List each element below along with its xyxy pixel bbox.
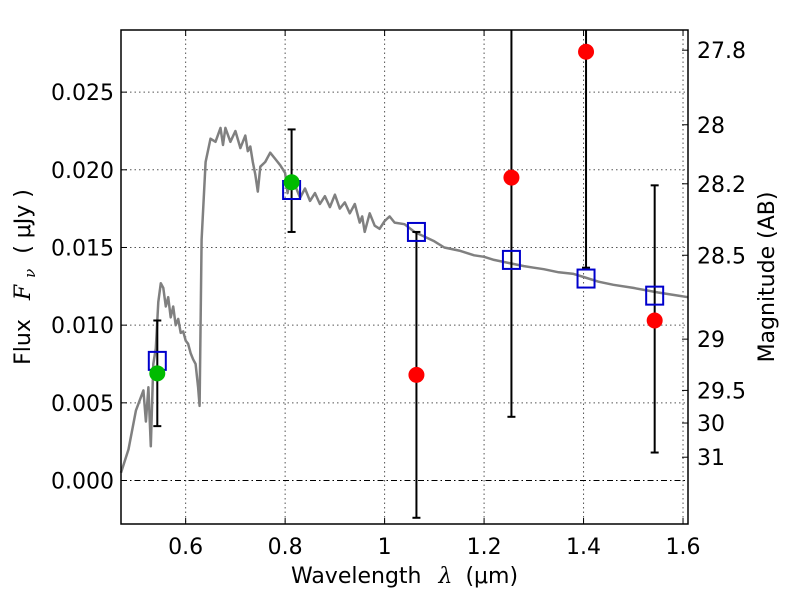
y-tick-label: 0.000 (51, 470, 114, 495)
y-tick-label: 0.005 (51, 392, 114, 417)
y-tick-label: 0.025 (51, 81, 114, 106)
y2-axis-label: Magnitude (AB) (755, 192, 780, 363)
upper-limit-point (646, 312, 663, 329)
upper-limit-point (408, 366, 425, 383)
grid-lines (121, 30, 688, 524)
model-photometry-square (406, 221, 426, 242)
model-photometry-square (645, 285, 665, 306)
y-tick-label: 0.015 (51, 236, 114, 261)
y-axis-label: Flux F ν ( μJy ) (11, 189, 41, 365)
y2-tick-label: 27.8 (697, 39, 746, 64)
x-tick-label: 1 (378, 535, 392, 560)
upper-limit-point (578, 43, 595, 60)
x-tick-label: 0.6 (168, 535, 203, 560)
y2-tick-label: 31 (697, 446, 725, 471)
y-tick-label: 0.010 (51, 314, 114, 339)
x-tick-label: 1.6 (666, 535, 701, 560)
axis-ticks: 0.6 0.8 1 1.2 1.4 1.6 0.000 0.005 0.010 0.015 0.02… (51, 30, 746, 560)
x-axis-label: Wavelength λ (μm) (291, 564, 518, 589)
x-tick-label: 0.8 (268, 535, 303, 560)
y2-tick-label: 28 (697, 114, 725, 139)
model-photometry-square (576, 268, 596, 289)
detection-point (283, 174, 300, 191)
model-photometry-square (501, 249, 521, 270)
y2-tick-label: 29 (697, 328, 725, 353)
upper-limit-point (503, 169, 520, 186)
plot-area (119, 30, 689, 519)
y2-tick-label: 28.5 (697, 244, 746, 269)
x-tick-label: 1.2 (467, 535, 502, 560)
plot-frame (120, 29, 689, 525)
y-tick-label: 0.020 (51, 159, 114, 184)
y2-tick-label: 30 (697, 412, 725, 437)
model-sed-line (119, 126, 689, 474)
y2-tick-label: 29.5 (697, 379, 746, 404)
detection-point (149, 365, 166, 382)
x-tick-label: 1.4 (566, 535, 601, 560)
y2-tick-label: 28.2 (697, 173, 746, 198)
